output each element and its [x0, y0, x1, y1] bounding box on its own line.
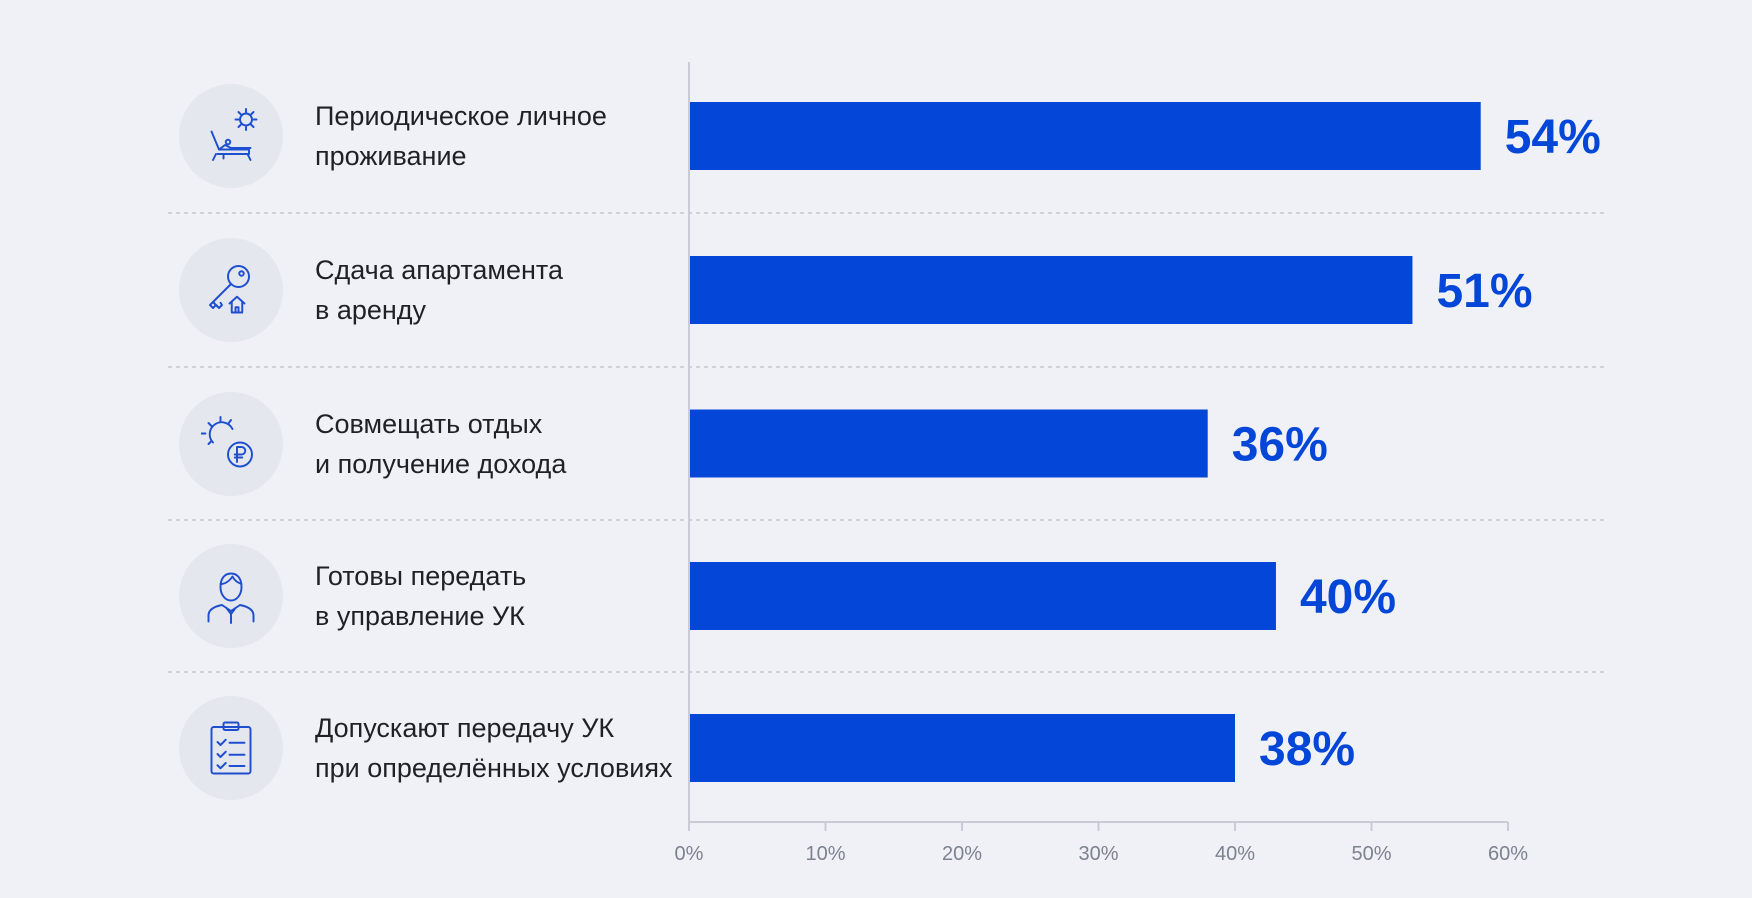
category-label-line: при определённых условиях [315, 753, 673, 783]
value-label: 40% [1300, 571, 1396, 624]
bar [690, 562, 1276, 630]
category-label-line: Совмещать отдых [315, 408, 543, 439]
bar [690, 409, 1208, 478]
x-tick-label: 0% [675, 843, 704, 865]
sun-ruble-icon [179, 391, 283, 496]
category-label: Периодическое личное проживание [315, 96, 607, 176]
x-tick-label: 10% [805, 843, 845, 865]
person-icon [179, 544, 283, 648]
value-label: 36% [1232, 419, 1328, 472]
category-label-line: в аренду [315, 295, 427, 325]
category-label-line: Сдача апартамента [315, 255, 563, 285]
category-label-line: Готовы передать [315, 561, 527, 591]
x-tick-label: 60% [1488, 843, 1528, 865]
category-label: Совмещать отдых и получение дохода [315, 404, 566, 484]
value-label: 54% [1505, 111, 1601, 164]
clipboard-checklist-icon [179, 696, 283, 800]
x-tick-label: 30% [1078, 843, 1118, 865]
bar [690, 102, 1481, 170]
category-label-line: Периодическое личное [315, 101, 607, 131]
x-tick-label: 20% [942, 843, 982, 865]
category-label: Допускают передачу УК при определённых ус… [315, 708, 673, 788]
category-label: Готовы передать в управление УК [315, 556, 526, 636]
category-label-line: Допускают передачу УК [315, 713, 615, 743]
value-label: 51% [1436, 265, 1532, 318]
key-house-icon [179, 238, 283, 342]
bar [690, 714, 1235, 782]
value-label: 38% [1259, 723, 1355, 776]
category-label-line: и получение дохода [315, 448, 567, 479]
bar [690, 256, 1413, 324]
category-label: Сдача апартамента в аренду [315, 250, 563, 330]
sunbed-icon [179, 84, 283, 188]
category-label-line: в управление УК [315, 601, 525, 631]
x-tick-label: 50% [1351, 843, 1391, 865]
category-label-line: проживание [315, 141, 467, 171]
x-tick-label: 40% [1215, 843, 1255, 865]
